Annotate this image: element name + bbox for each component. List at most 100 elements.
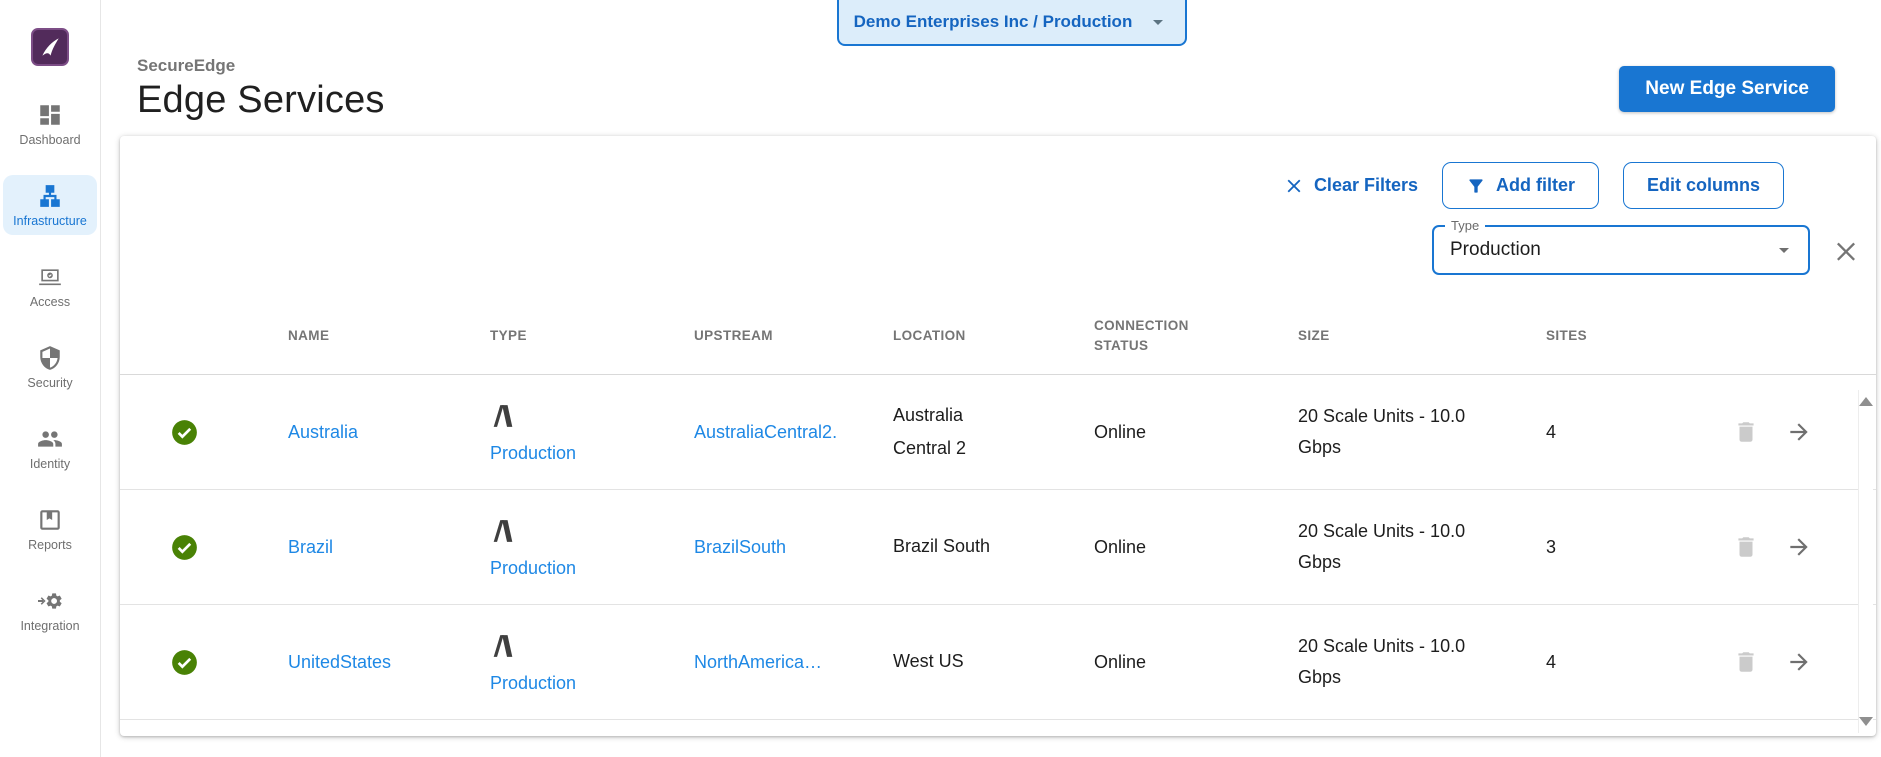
type-filter-select[interactable]: Type Production — [1432, 218, 1810, 275]
location-cell: West US — [893, 651, 964, 672]
sidebar-item-access[interactable]: Access — [3, 256, 97, 316]
access-icon — [39, 269, 61, 286]
scroll-up-icon[interactable] — [1859, 397, 1873, 406]
arrow-right-icon — [1789, 423, 1808, 441]
chevron-down-icon — [1779, 248, 1789, 253]
status-cell — [120, 649, 288, 676]
edge-service-name-link[interactable]: Australia — [288, 421, 359, 442]
active-filter-row: Type Production — [120, 218, 1876, 275]
open-service-button[interactable] — [1785, 419, 1812, 446]
name-cell: UnitedStates — [288, 652, 490, 673]
sidebar-item-reports[interactable]: Reports — [3, 499, 97, 559]
remove-type-filter-button[interactable] — [1832, 236, 1860, 264]
delete-button[interactable] — [1732, 419, 1759, 446]
tenant-selector-value: Demo Enterprises Inc / Production — [853, 12, 1133, 31]
delete-button[interactable] — [1732, 534, 1759, 561]
close-icon — [1837, 242, 1855, 261]
new-edge-service-button[interactable]: New Edge Service — [1619, 66, 1835, 112]
column-type: TYPE — [490, 328, 527, 343]
edit-columns-button[interactable]: Edit columns — [1622, 162, 1784, 209]
edge-service-name-link[interactable]: UnitedStates — [288, 651, 392, 672]
edit-columns-label: Edit columns — [1646, 175, 1760, 195]
trash-icon — [1737, 422, 1754, 442]
row-actions — [1696, 649, 1876, 676]
column-name: NAME — [288, 328, 330, 343]
trash-icon — [1737, 537, 1754, 557]
table-scrollbar[interactable] — [1858, 390, 1873, 733]
type-cell: Production — [490, 516, 694, 579]
sidebar-item-security[interactable]: Security — [3, 337, 97, 397]
upstream-cell: NorthAmerica… — [694, 652, 893, 673]
edge-services-card: Clear Filters Add filter Edit columns Ty… — [120, 136, 1876, 736]
row-actions — [1696, 419, 1876, 446]
close-icon — [1287, 179, 1301, 192]
tenant-selector[interactable]: Demo Enterprises Inc / Production — [837, 0, 1187, 46]
sites-cell: 4 — [1546, 421, 1557, 442]
dashboard-icon — [40, 105, 60, 125]
column-upstream: UPSTREAM — [694, 328, 773, 343]
infrastructure-icon — [40, 185, 60, 207]
type-filter-value: Production — [1450, 239, 1541, 260]
sidebar-item-integration[interactable]: Integration — [3, 580, 97, 640]
azure-icon — [490, 516, 516, 551]
sidebar-item-label: Security — [27, 376, 73, 390]
integration-icon — [38, 593, 62, 609]
open-service-button[interactable] — [1785, 649, 1812, 676]
filter-icon — [1469, 178, 1483, 193]
title-block: SecureEdge Edge Services — [137, 56, 385, 122]
status-cell — [120, 419, 288, 446]
type-link[interactable]: Production — [490, 557, 577, 578]
sidebar-item-identity[interactable]: Identity — [3, 418, 97, 478]
reports-icon — [40, 510, 60, 530]
identity-icon — [38, 431, 62, 447]
upstream-link[interactable]: AustraliaCentral2. — [694, 421, 838, 442]
type-link[interactable]: Production — [490, 672, 577, 693]
open-service-button[interactable] — [1785, 534, 1812, 561]
trash-icon — [1737, 652, 1754, 672]
check-circle-icon — [172, 649, 197, 675]
sidebar-item-label: Dashboard — [19, 133, 81, 147]
barracuda-logo — [31, 28, 69, 66]
azure-icon — [490, 631, 516, 666]
connection-status-cell: Online — [1094, 651, 1147, 672]
type-cell: Production — [490, 401, 694, 464]
sidebar-item-label: Infrastructure — [13, 214, 87, 228]
add-filter-button[interactable]: Add filter — [1441, 162, 1599, 209]
security-icon — [40, 346, 60, 370]
sidebar-item-label: Reports — [28, 538, 72, 552]
column-sites: SITES — [1546, 328, 1588, 343]
upstream-cell: AustraliaCentral2. — [694, 422, 893, 443]
sidebar-item-infrastructure[interactable]: Infrastructure — [3, 175, 97, 235]
filter-toolbar: Clear Filters Add filter Edit columns — [120, 136, 1876, 209]
upstream-link[interactable]: NorthAmerica… — [694, 651, 823, 672]
arrow-right-icon — [1789, 653, 1808, 671]
edge-service-name-link[interactable]: Brazil — [288, 536, 334, 557]
name-cell: Brazil — [288, 537, 490, 558]
sidebar-item-dashboard[interactable]: Dashboard — [3, 94, 97, 154]
location-cell: Brazil South — [893, 536, 991, 557]
sites-cell: 3 — [1546, 536, 1557, 557]
clear-filters-button[interactable]: Clear Filters — [1283, 175, 1418, 197]
table-header-row: NAME TYPE UPSTREAM LOCATION CONNECTION S… — [120, 297, 1876, 375]
page-title: Edge Services — [137, 79, 385, 121]
status-cell — [120, 534, 288, 561]
add-filter-label: Add filter — [1495, 175, 1575, 195]
name-cell: Australia — [288, 422, 490, 443]
app-name: SecureEdge — [137, 56, 236, 75]
delete-button[interactable] — [1732, 649, 1759, 676]
arrow-right-icon — [1789, 538, 1808, 556]
scroll-down-icon[interactable] — [1859, 717, 1873, 726]
sites-cell: 4 — [1546, 651, 1557, 672]
barracuda-wave-icon — [42, 38, 59, 56]
sidebar-item-label: Access — [29, 295, 71, 309]
clear-filters-label: Clear Filters — [1313, 175, 1418, 195]
upstream-link[interactable]: BrazilSouth — [694, 536, 787, 557]
check-circle-icon — [172, 534, 197, 560]
column-size: SIZE — [1298, 328, 1330, 343]
sidebar: Dashboard Infrastructure Access Security… — [0, 0, 101, 757]
type-link[interactable]: Production — [490, 442, 577, 463]
page-header: SecureEdge Edge Services New Edge Servic… — [137, 56, 1835, 122]
upstream-cell: BrazilSouth — [694, 537, 893, 558]
table-row: Australia Production AustraliaCentral2. … — [120, 375, 1876, 490]
